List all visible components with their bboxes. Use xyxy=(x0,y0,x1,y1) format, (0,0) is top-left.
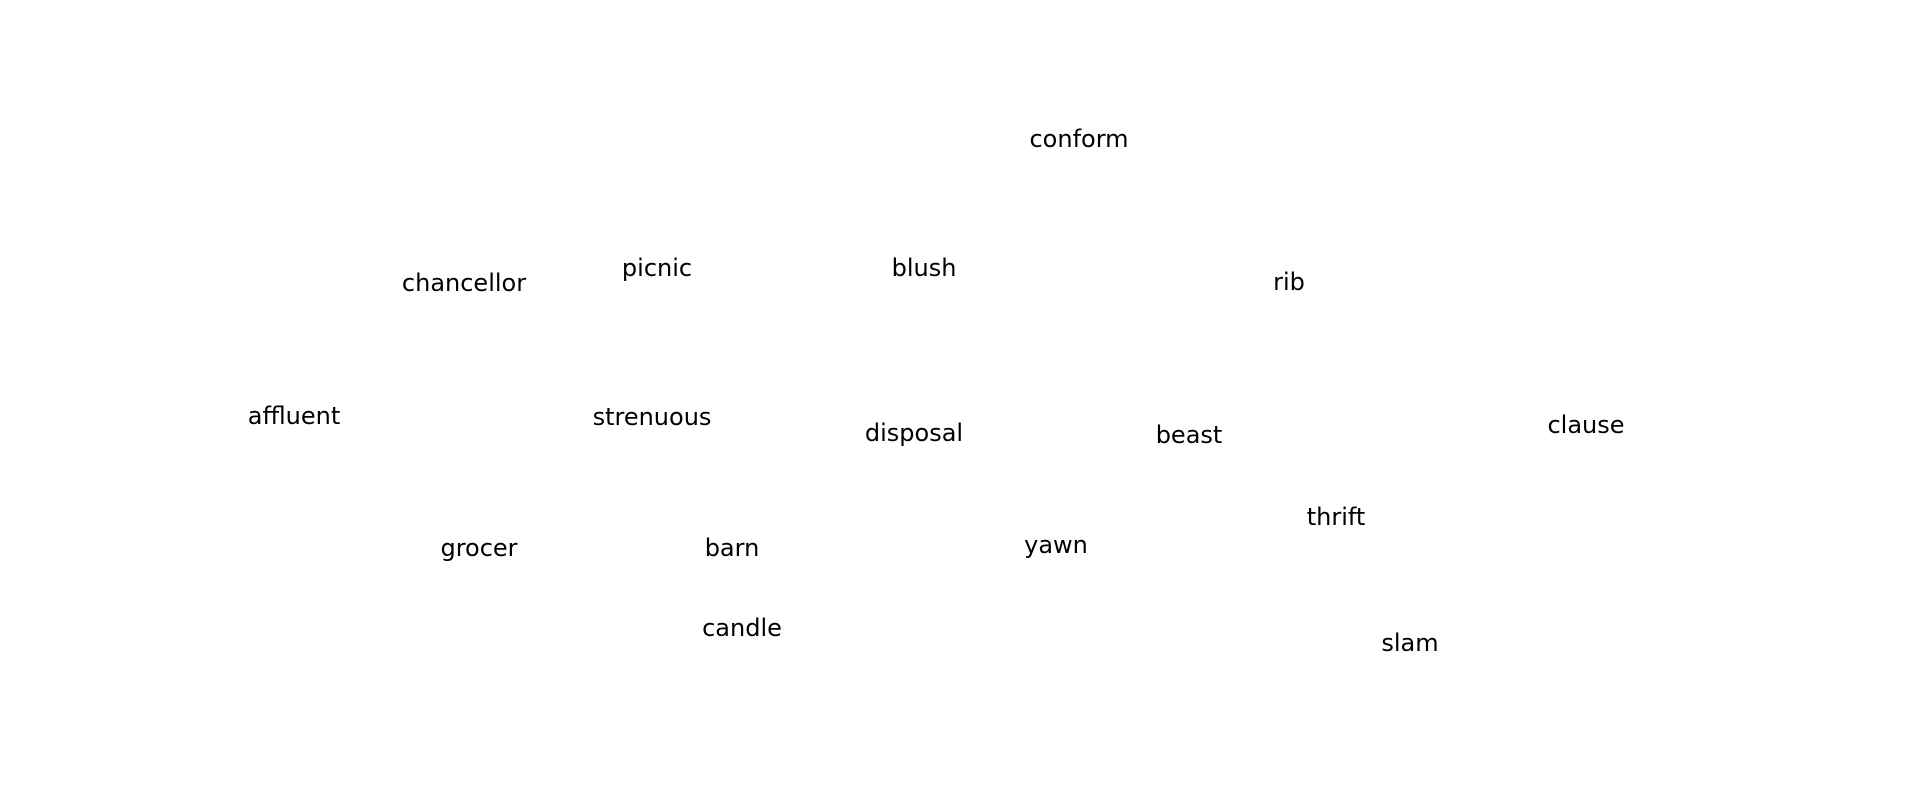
word-conform: conform xyxy=(1029,125,1129,153)
word-disposal: disposal xyxy=(864,419,964,447)
word-rib: rib xyxy=(1273,268,1305,296)
word-grocer: grocer xyxy=(440,534,518,562)
word-picnic: picnic xyxy=(621,254,693,282)
word-barn: barn xyxy=(704,534,760,562)
word-affluent: affluent xyxy=(247,402,341,430)
word-blush: blush xyxy=(891,254,957,282)
word-beast: beast xyxy=(1155,421,1223,449)
word-candle: candle xyxy=(702,614,782,642)
word-clause: clause xyxy=(1547,411,1625,439)
word-strenuous: strenuous xyxy=(592,403,712,431)
word-yawn: yawn xyxy=(1024,531,1088,559)
word-slam: slam xyxy=(1381,629,1439,657)
word-chancellor: chancellor xyxy=(401,269,527,297)
word-thrift: thrift xyxy=(1306,503,1366,531)
